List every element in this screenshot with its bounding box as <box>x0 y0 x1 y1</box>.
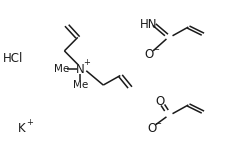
Text: HCl: HCl <box>3 52 24 65</box>
Text: +: + <box>26 118 33 127</box>
Text: Me: Me <box>73 80 88 90</box>
Text: O: O <box>156 95 165 108</box>
Text: O: O <box>147 122 156 135</box>
Text: K: K <box>18 122 26 135</box>
Text: −: − <box>152 46 159 55</box>
Text: +: + <box>84 58 90 66</box>
Text: O: O <box>145 48 154 61</box>
Text: HN: HN <box>139 18 157 31</box>
Text: −: − <box>155 120 161 128</box>
Text: Me: Me <box>54 64 69 74</box>
Text: N: N <box>76 63 85 76</box>
